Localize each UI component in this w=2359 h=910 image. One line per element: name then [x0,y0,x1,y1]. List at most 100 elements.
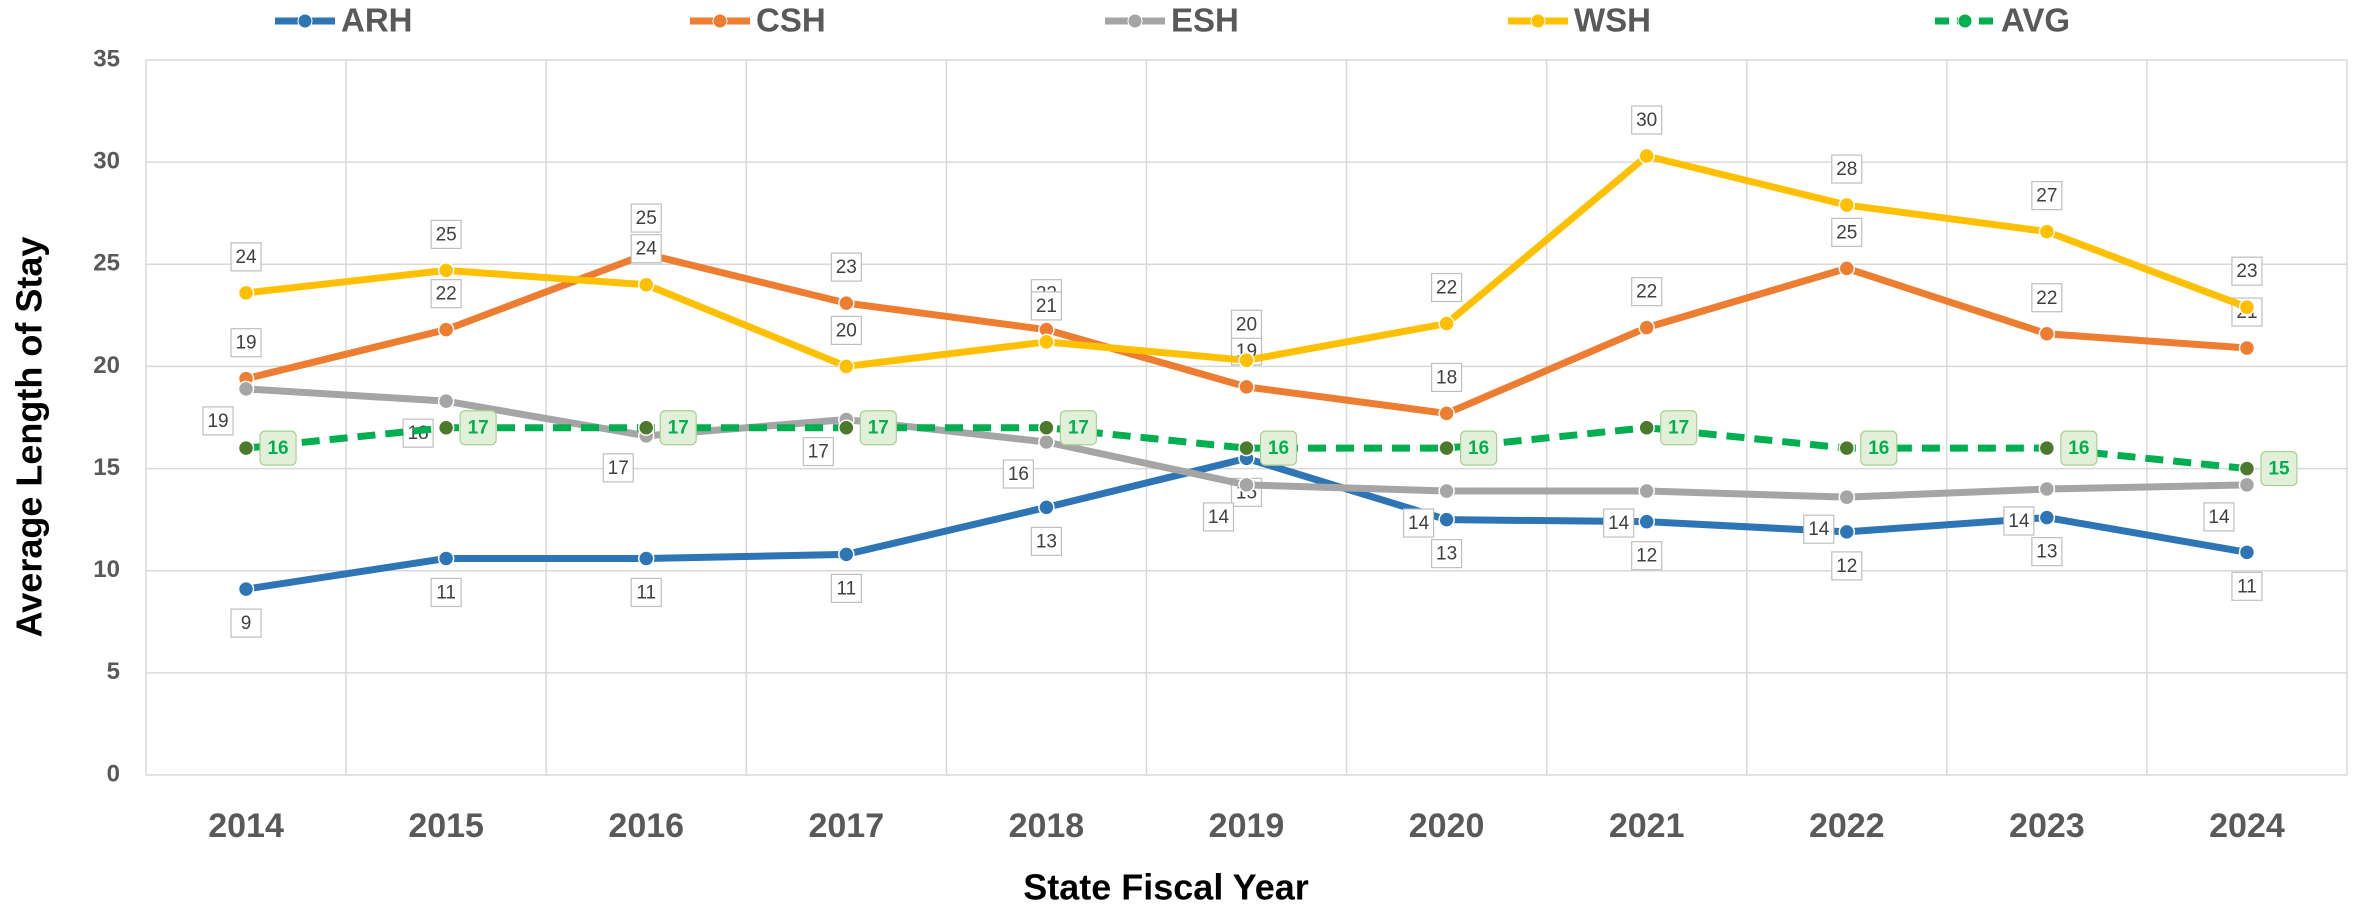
x-tick-label: 2019 [1209,807,1285,845]
data-label: 14 [2008,511,2030,532]
data-point [2238,544,2256,561]
data-label-box [1430,362,1463,393]
data-label: 14 [1408,513,1430,534]
data-point [1438,315,1455,332]
data-point [637,276,655,293]
data-label-box [1831,154,1863,184]
data-label: 16 [1008,464,1029,485]
x-tick-label: 2016 [608,807,684,845]
x-tick-label: 2020 [1409,807,1485,845]
data-label: 19 [235,333,256,354]
y-tick-label: 0 [107,760,120,787]
data-point [1238,476,1255,494]
x-tick-label: 2017 [808,807,884,845]
data-point [1038,433,1055,451]
data-point [1038,333,1055,351]
data-label-box [830,315,862,346]
data-label-box [2031,536,2063,567]
data-label: 11 [636,582,656,603]
data-point [2038,325,2056,342]
legend-item: WSH [1508,2,1651,39]
data-label-box [2203,502,2235,532]
data-label: 25 [1836,222,1857,243]
data-label: 24 [235,247,257,268]
y-tick-label: 20 [93,352,120,379]
data-point [237,380,255,398]
data-label-box [1059,410,1098,446]
data-label-box [1002,459,1035,489]
data-point [2038,223,2056,240]
data-label-box [1230,309,1263,339]
data-label: 17 [868,418,889,439]
data-label-box [1860,430,1898,466]
data-label-box [830,252,862,282]
data-label: 25 [436,224,457,245]
legend-marker [712,13,728,29]
data-point [2038,480,2056,498]
legend-item: ARH [275,2,413,39]
data-label-box [1030,526,1063,556]
data-label: 15 [2268,459,2290,480]
data-point [437,419,455,436]
data-label: 14 [1808,519,1830,540]
data-label: 22 [436,284,457,305]
data-label-box [2003,506,2035,536]
data-point [237,284,255,302]
data-label: 14 [2208,507,2230,528]
x-tick-label: 2023 [2009,807,2085,845]
data-label-box [459,410,497,446]
data-label: 23 [2236,261,2257,282]
data-label-box [859,410,897,446]
data-point [1638,482,1655,500]
data-label-box [2231,571,2263,601]
data-label-box [602,453,634,483]
data-label: 16 [1868,438,1889,459]
legend-label: ARH [341,2,413,39]
data-point [2238,339,2256,357]
data-label-box [630,577,662,608]
data-label: 14 [1208,507,1230,528]
data-point [838,546,855,563]
data-label-box [430,577,462,608]
data-label-box [1459,430,1498,466]
data-label-box [2260,450,2298,487]
data-label-box [1259,430,1298,466]
data-point [2238,298,2256,316]
data-point [1238,439,1255,457]
data-point [437,262,455,279]
data-point [637,419,655,436]
data-label-box [2231,256,2263,286]
data-label-box [1603,508,1635,538]
data-label-box [2060,430,2098,466]
legend-item: AVG [1935,2,2070,39]
data-point [437,321,455,338]
data-label-box [230,242,262,272]
data-point [2238,460,2256,477]
data-label-box [1831,217,1863,247]
data-label: 13 [1036,531,1057,552]
data-label: 17 [1668,418,1689,439]
x-tick-label: 2015 [408,807,484,845]
data-label: 11 [436,582,456,603]
data-label: 22 [1436,278,1457,299]
data-point [1838,260,1856,277]
data-point [1438,511,1455,528]
y-tick-label: 30 [93,147,120,174]
data-point [437,550,455,567]
data-label-box [259,430,297,466]
data-label-box [2031,283,2063,313]
data-point [1438,439,1455,457]
data-label: 28 [1836,159,1857,180]
data-label: 9 [241,613,252,634]
data-label-box [230,328,262,358]
data-label: 17 [808,442,829,463]
data-label-box [830,573,862,603]
data-point [237,439,255,457]
data-label: 22 [2036,288,2057,309]
data-label: 12 [1636,546,1657,567]
legend-item: ESH [1105,2,1239,39]
legend-label: ESH [1171,2,1239,39]
legend-marker [1530,13,1546,29]
legend-marker [297,13,313,29]
data-label-box [202,406,234,436]
